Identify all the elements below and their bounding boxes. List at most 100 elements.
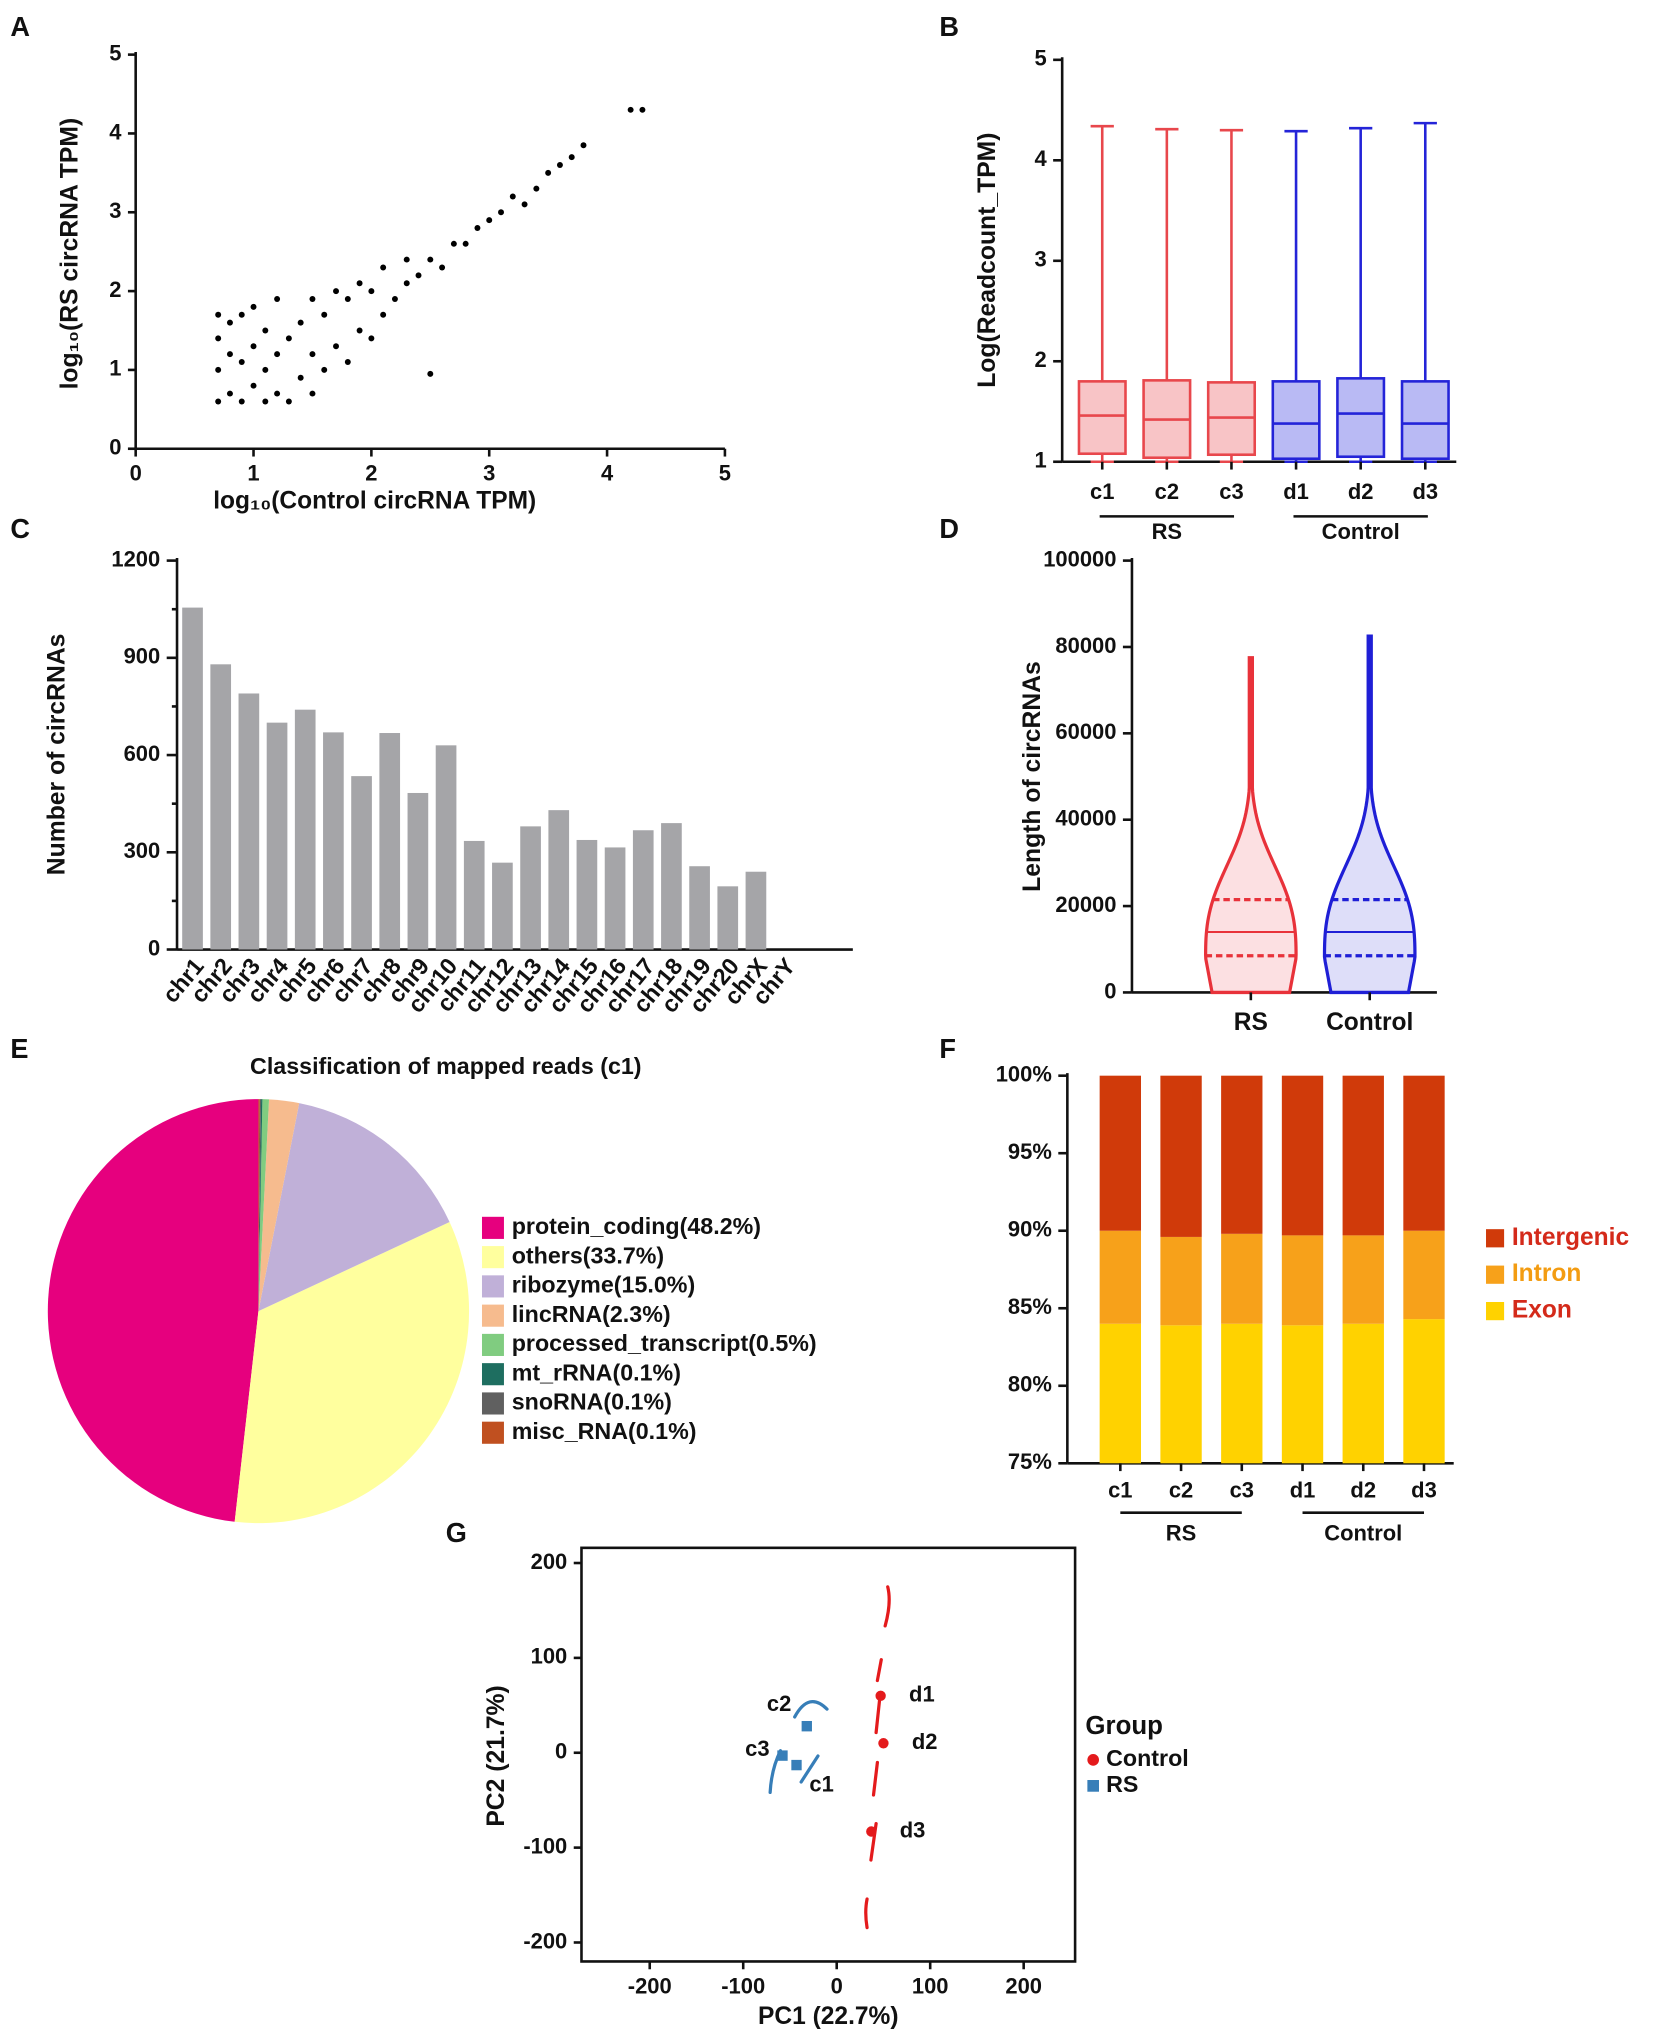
point	[297, 374, 304, 381]
point	[556, 161, 563, 168]
y-tick-label: 2	[109, 277, 121, 302]
y-tick-label: 100	[531, 1644, 568, 1669]
point	[215, 366, 222, 373]
point	[309, 351, 316, 358]
legend-swatch	[481, 1246, 504, 1269]
legend-label: Exon	[1512, 1297, 1572, 1324]
bar	[294, 709, 316, 950]
point	[285, 398, 292, 405]
bar	[576, 839, 598, 950]
point	[262, 327, 269, 334]
point	[238, 311, 245, 318]
ellipse-fragment	[768, 1749, 783, 1794]
group-label: Control	[1324, 1521, 1402, 1546]
panel-label: F	[939, 1033, 956, 1064]
point	[380, 311, 387, 318]
legend-label: snoRNA(0.1%)	[512, 1389, 672, 1415]
bar-segment	[1342, 1235, 1384, 1324]
point	[226, 319, 233, 326]
bar	[548, 810, 570, 950]
group-label: Control	[1322, 519, 1400, 544]
pie-slice	[47, 1099, 259, 1522]
x-tick-label: c3	[1230, 1478, 1254, 1503]
y-tick-label: 20000	[1055, 892, 1116, 917]
y-tick-label: 60000	[1055, 719, 1116, 744]
point	[498, 209, 504, 216]
x-tick-label: 3	[483, 461, 495, 486]
point	[474, 225, 481, 232]
bar	[379, 733, 401, 950]
point	[309, 390, 316, 397]
panel-label: D	[939, 513, 959, 544]
y-tick-label: 95%	[1008, 1139, 1052, 1164]
bar	[717, 886, 739, 950]
point	[215, 311, 222, 318]
point	[262, 398, 269, 405]
chart-title: Classification of mapped reads (c1)	[250, 1053, 642, 1079]
legend-label: mt_rRNA(0.1%)	[512, 1359, 681, 1385]
bar	[745, 871, 767, 950]
point	[777, 1750, 788, 1761]
legend-swatch	[481, 1216, 504, 1239]
point	[878, 1738, 889, 1749]
legend-marker	[1087, 1780, 1100, 1792]
bar	[210, 664, 232, 950]
x-tick-label: d3	[1412, 479, 1438, 504]
point	[580, 142, 587, 149]
pie-slice	[258, 1099, 262, 1312]
bar	[266, 722, 288, 950]
x-tick-label: d1	[1290, 1478, 1316, 1503]
y-tick-label: 1	[109, 356, 121, 381]
bar	[632, 830, 654, 950]
point	[250, 303, 257, 310]
box	[1336, 377, 1386, 459]
y-tick-label: 3	[109, 198, 121, 223]
bar	[182, 607, 203, 950]
y-tick-label: 5	[1034, 46, 1046, 71]
bar-segment	[1099, 1230, 1142, 1324]
y-tick-label: 75%	[1008, 1449, 1052, 1474]
y-axis-label: Log(Readcount_TPM)	[974, 132, 1001, 387]
y-tick-label: 1	[1034, 448, 1046, 473]
group-label: RS	[1166, 1521, 1196, 1546]
legend-label: misc_RNA(0.1%)	[512, 1418, 697, 1444]
x-tick-label: c2	[1169, 1478, 1193, 1503]
point	[403, 256, 410, 263]
point	[568, 154, 575, 161]
y-tick-label: 90%	[1008, 1216, 1052, 1241]
legend-title: Group	[1085, 1712, 1162, 1740]
bar-segment	[1281, 1325, 1324, 1464]
legend-swatch	[481, 1304, 504, 1327]
legend-swatch	[481, 1421, 504, 1444]
legend-swatch	[481, 1363, 504, 1386]
point	[791, 1759, 802, 1771]
point	[627, 106, 634, 113]
bar	[520, 826, 541, 950]
panel-label: G	[446, 1517, 467, 1548]
point	[545, 169, 552, 176]
x-tick-label: 4	[601, 461, 614, 486]
point	[321, 366, 328, 373]
bar	[463, 840, 485, 950]
point	[415, 272, 422, 279]
legend-swatch	[481, 1392, 504, 1415]
point	[403, 280, 410, 287]
pie-slice	[258, 1103, 450, 1312]
point	[250, 382, 257, 389]
point	[356, 280, 363, 287]
violin	[1322, 634, 1417, 995]
box	[1400, 380, 1450, 461]
pie-slice	[234, 1222, 470, 1524]
y-tick-label: 200	[531, 1549, 568, 1574]
legend-label: processed_transcript(0.5%)	[512, 1330, 817, 1356]
x-tick-label: Control	[1326, 1009, 1413, 1036]
y-tick-label: 5	[109, 40, 121, 65]
box	[1271, 380, 1321, 461]
legend-label: Intron	[1512, 1260, 1582, 1287]
bar-segment	[1099, 1075, 1142, 1231]
point	[215, 398, 222, 405]
point	[238, 359, 245, 366]
x-axis-label: PC1 (22.7%)	[758, 2003, 899, 2030]
pie-slice	[258, 1099, 300, 1312]
